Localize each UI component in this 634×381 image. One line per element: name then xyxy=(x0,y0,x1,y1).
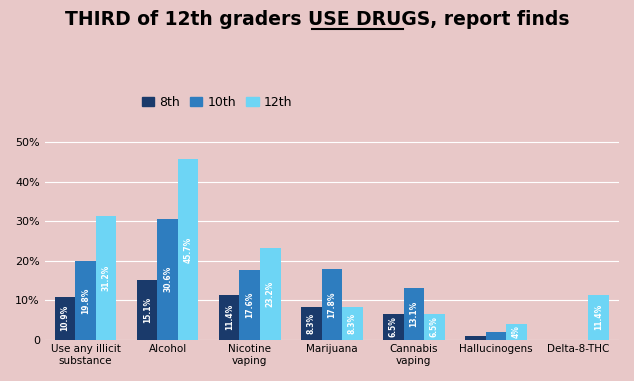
Text: 15.1%: 15.1% xyxy=(143,297,152,323)
Bar xyxy=(321,269,342,339)
Bar xyxy=(342,307,363,339)
Text: 4%: 4% xyxy=(512,325,521,338)
Text: 8.3%: 8.3% xyxy=(307,312,316,334)
Text: 17.6%: 17.6% xyxy=(245,291,254,318)
Bar xyxy=(588,295,609,339)
Text: 10.9%: 10.9% xyxy=(61,305,70,331)
Bar xyxy=(383,314,404,339)
Bar xyxy=(219,295,240,339)
Bar xyxy=(178,159,198,339)
Text: 6.5%: 6.5% xyxy=(389,316,398,337)
Text: 45.7%: 45.7% xyxy=(184,236,193,263)
Bar xyxy=(157,219,178,339)
Text: 30.6%: 30.6% xyxy=(163,266,172,292)
Bar xyxy=(424,314,444,339)
Bar xyxy=(301,307,321,339)
Bar xyxy=(96,216,117,339)
Bar xyxy=(465,336,486,339)
Text: 11.4%: 11.4% xyxy=(594,304,603,330)
Text: 6.5%: 6.5% xyxy=(430,316,439,337)
Text: 31.2%: 31.2% xyxy=(101,265,111,291)
Text: THIRD of 12th graders USE DRUGS, report finds: THIRD of 12th graders USE DRUGS, report … xyxy=(65,10,569,29)
Bar xyxy=(75,261,96,339)
Bar xyxy=(404,288,424,339)
Text: 13.1%: 13.1% xyxy=(410,301,418,327)
Text: 11.4%: 11.4% xyxy=(224,304,234,330)
Text: 19.8%: 19.8% xyxy=(81,287,90,314)
Bar xyxy=(260,248,280,339)
Bar xyxy=(137,280,157,339)
Text: 8.3%: 8.3% xyxy=(348,312,357,334)
Text: 23.2%: 23.2% xyxy=(266,281,275,307)
Bar xyxy=(506,324,527,339)
Legend: 8th, 10th, 12th: 8th, 10th, 12th xyxy=(137,91,297,114)
Bar xyxy=(240,270,260,339)
Bar xyxy=(55,296,75,339)
Bar xyxy=(486,331,506,339)
Text: 17.8%: 17.8% xyxy=(327,291,336,318)
